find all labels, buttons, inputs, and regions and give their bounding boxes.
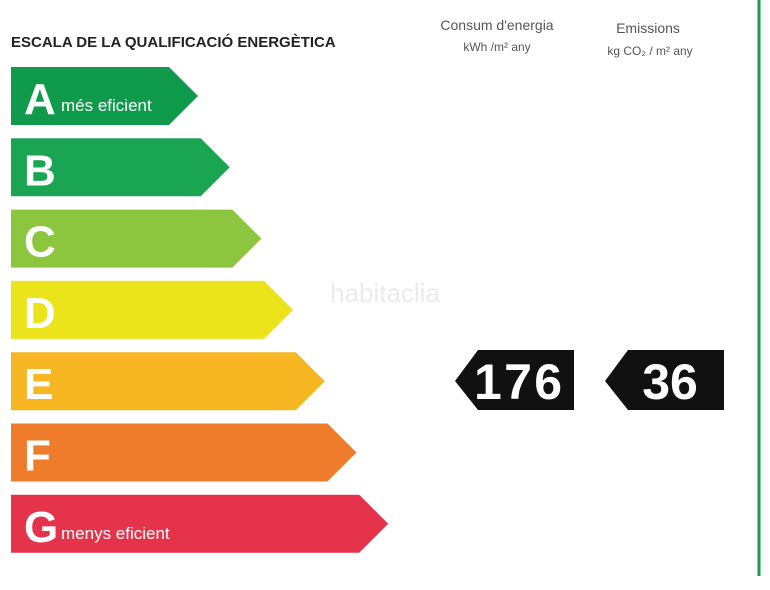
class-letter: G	[24, 503, 58, 552]
class-letter: B	[24, 146, 56, 195]
consumption-indicator: 176	[455, 350, 574, 410]
consumption-value: 176	[474, 354, 562, 410]
scale-row: D	[11, 280, 294, 339]
emissions-indicator: 36	[605, 350, 724, 410]
class-arrow	[11, 67, 198, 125]
class-letter: A	[24, 75, 56, 124]
scale-row: B	[11, 138, 230, 197]
class-arrow	[11, 280, 294, 339]
column-unit: kg CO₂ / m² any	[607, 44, 692, 58]
column-title: Consum d'energia	[440, 17, 553, 33]
class-letter: C	[24, 218, 56, 267]
column-title: Emissions	[616, 20, 680, 36]
class-arrow	[11, 352, 325, 411]
emissions-value: 36	[642, 354, 698, 410]
scale-row: C	[11, 209, 262, 268]
class-arrow	[11, 423, 357, 482]
indicator-arrow	[605, 350, 724, 410]
class-letter: E	[24, 360, 53, 409]
indicator-arrow	[455, 350, 574, 410]
class-arrow	[11, 138, 230, 197]
class-label: més eficient	[61, 96, 152, 115]
scale-row: F	[11, 423, 357, 482]
class-letter: D	[24, 289, 56, 338]
scale-row: E	[11, 352, 325, 411]
class-letter: F	[24, 432, 51, 481]
watermark: habitaclia	[330, 278, 440, 308]
class-arrow	[11, 209, 262, 268]
title: ESCALA DE LA QUALIFICACIÓ ENERGÈTICA	[11, 33, 336, 51]
class-label: menys eficient	[61, 524, 170, 543]
class-arrow	[11, 494, 389, 553]
column-unit: kWh /m² any	[463, 40, 530, 54]
